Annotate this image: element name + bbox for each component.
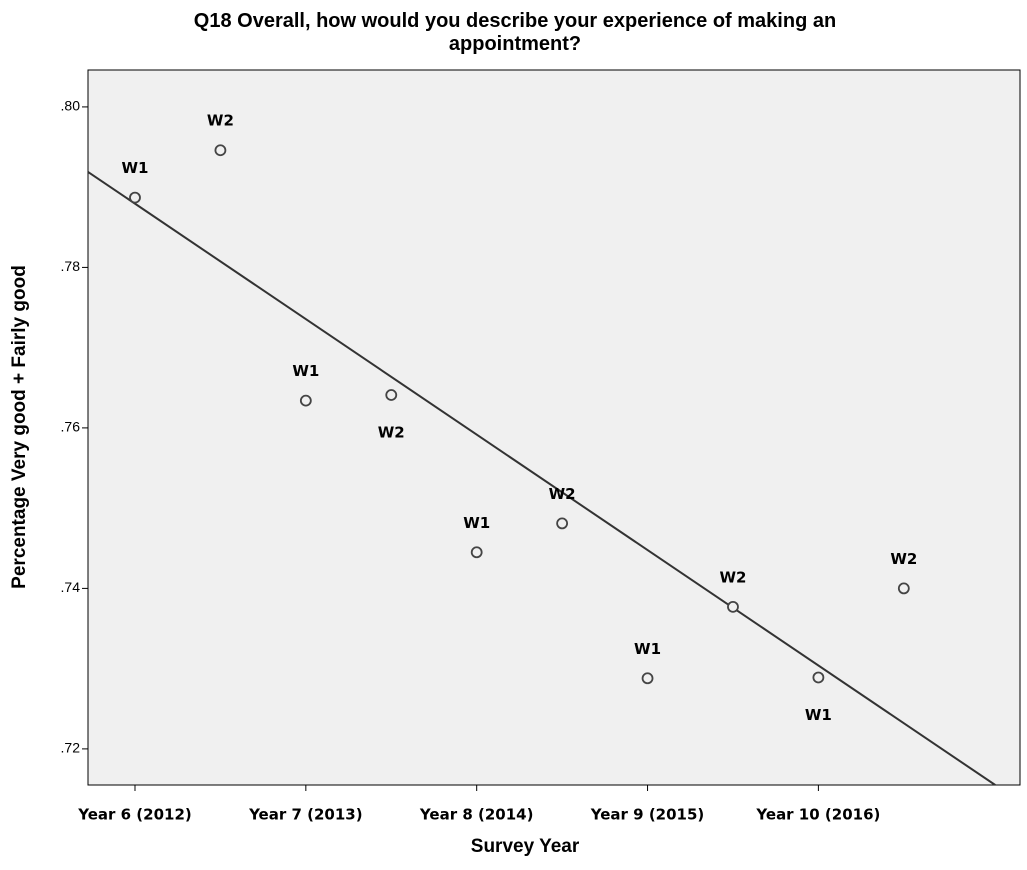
point-label: W2 [890, 550, 917, 568]
point-label: W2 [207, 112, 234, 130]
y-tick-label: .74 [61, 579, 81, 595]
point [385, 389, 398, 401]
x-tick-label: Year 6 (2012) [77, 806, 192, 824]
point [129, 191, 141, 204]
point [812, 671, 825, 684]
x-axis-title: Survey Year [471, 836, 580, 857]
point [470, 546, 483, 559]
point-label: W2 [549, 485, 576, 503]
point [897, 582, 910, 595]
y-tick-label: .76 [61, 419, 81, 435]
point-label: W1 [634, 640, 661, 658]
x-tick-label: Year 10 (2016) [755, 806, 880, 824]
point-label: W1 [463, 514, 490, 532]
chart-title: Q18 Overall, how would you describe your… [194, 10, 836, 55]
plot-background [87, 69, 1021, 786]
x-tick-label: Year 7 (2013) [248, 806, 363, 824]
y-axis-title: Percentage Very good + Fairly good [9, 265, 30, 589]
x-tick-label: Year 9 (2015) [590, 806, 705, 824]
point [299, 394, 312, 407]
point [641, 672, 654, 685]
fit-line [88, 171, 996, 785]
point-label: W1 [805, 706, 832, 724]
point-label: W2 [378, 424, 405, 442]
y-tick-label: .78 [61, 258, 81, 274]
y-tick-label: .72 [61, 740, 81, 756]
point [556, 517, 569, 530]
point [727, 600, 739, 613]
point-label: W2 [719, 568, 746, 586]
x-tick-label: Year 8 (2014) [419, 806, 534, 824]
point-label: W1 [292, 362, 319, 380]
point-label: W1 [121, 159, 148, 177]
point [214, 144, 227, 157]
y-tick-label: .80 [61, 98, 81, 114]
